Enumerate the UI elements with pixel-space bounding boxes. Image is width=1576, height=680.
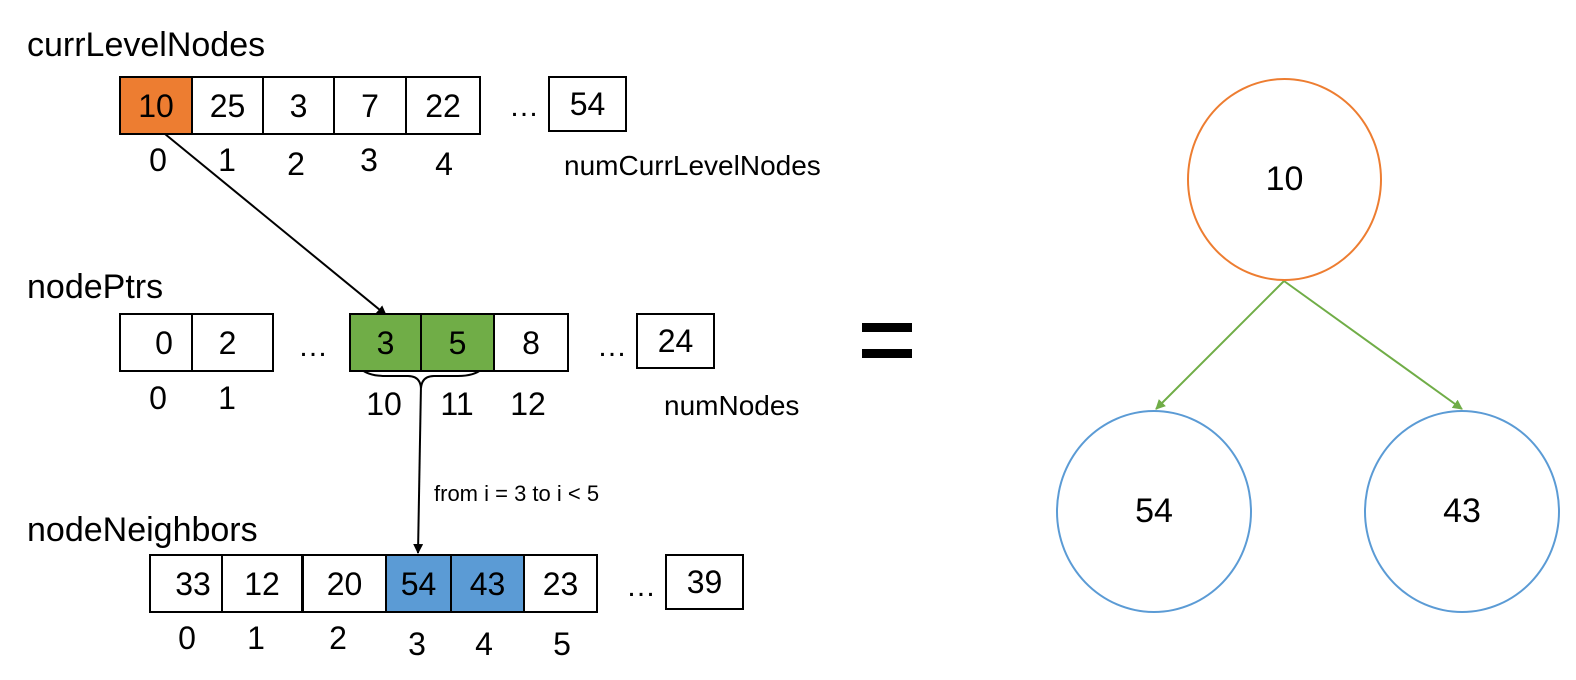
nbr-index-0: 0: [178, 620, 196, 656]
ptr-cell-1: 2: [191, 313, 274, 372]
ptr-cell-10: 3: [349, 313, 422, 372]
nbr-cell-last: 39: [665, 554, 744, 610]
range-annotation: from i = 3 to i < 5: [434, 481, 600, 506]
curr-cell-0: 10: [119, 76, 193, 135]
nbr-cell-5: 23: [523, 554, 598, 613]
ptr-ellipsis-1: …: [298, 330, 328, 363]
equals-sign: [862, 323, 912, 359]
nbr-ellipsis: …: [626, 570, 656, 603]
nbr-index-5: 5: [553, 626, 571, 662]
curr-cell-3: 7: [333, 76, 407, 135]
tree-node-root: 10: [1187, 78, 1382, 281]
nbr-cell-1: 12: [221, 554, 303, 613]
curr-index-2: 2: [287, 146, 305, 182]
ptr-cell-11: 5: [420, 313, 495, 372]
label-num-nodes: numNodes: [664, 390, 800, 421]
curr-cell-1: 25: [191, 76, 264, 135]
label-curr-level-nodes: currLevelNodes: [27, 26, 266, 64]
nbr-cell-4: 43: [450, 554, 525, 613]
curr-cell-last: 54: [548, 76, 627, 132]
nbr-index-2: 2: [329, 620, 347, 656]
ptr-ellipsis-2: …: [597, 330, 627, 363]
ptr-cell-0: 0: [119, 313, 193, 372]
nbr-cell-0: 33: [149, 554, 223, 613]
label-node-neighbors: nodeNeighbors: [27, 511, 258, 549]
nbr-index-3: 3: [408, 626, 426, 662]
nbr-index-1: 1: [247, 620, 265, 656]
nbr-cell-3: 54: [385, 554, 452, 613]
curr-index-0: 0: [149, 142, 167, 178]
ptr-index-1: 1: [218, 380, 236, 416]
curr-index-4: 4: [435, 146, 453, 182]
curr-cell-4: 22: [405, 76, 481, 135]
edge-root-to-left: [1155, 280, 1285, 410]
curr-ellipsis: …: [509, 90, 539, 123]
curr-cell-2: 3: [262, 76, 335, 135]
arrow-curr-to-nodeptrs: [164, 133, 387, 316]
ptr-index-0: 0: [149, 380, 167, 416]
edge-root-to-right: [1283, 280, 1463, 410]
tree-node-left: 54: [1056, 410, 1252, 613]
curr-index-1: 1: [218, 142, 236, 178]
ptr-index-10: 10: [366, 386, 402, 422]
ptr-cell-12: 8: [493, 313, 569, 372]
nbr-cell-2: 20: [302, 554, 387, 613]
label-num-curr-level-nodes: numCurrLevelNodes: [564, 150, 821, 181]
label-node-ptrs: nodePtrs: [27, 268, 164, 306]
tree-node-right: 43: [1364, 410, 1560, 613]
ptr-index-12: 12: [510, 386, 546, 422]
curr-index-3: 3: [360, 142, 378, 178]
ptr-cell-last: 24: [636, 313, 715, 369]
ptr-index-11: 11: [440, 386, 474, 422]
nbr-index-4: 4: [475, 626, 493, 662]
arrow-range-to-neighbors: [413, 383, 424, 554]
